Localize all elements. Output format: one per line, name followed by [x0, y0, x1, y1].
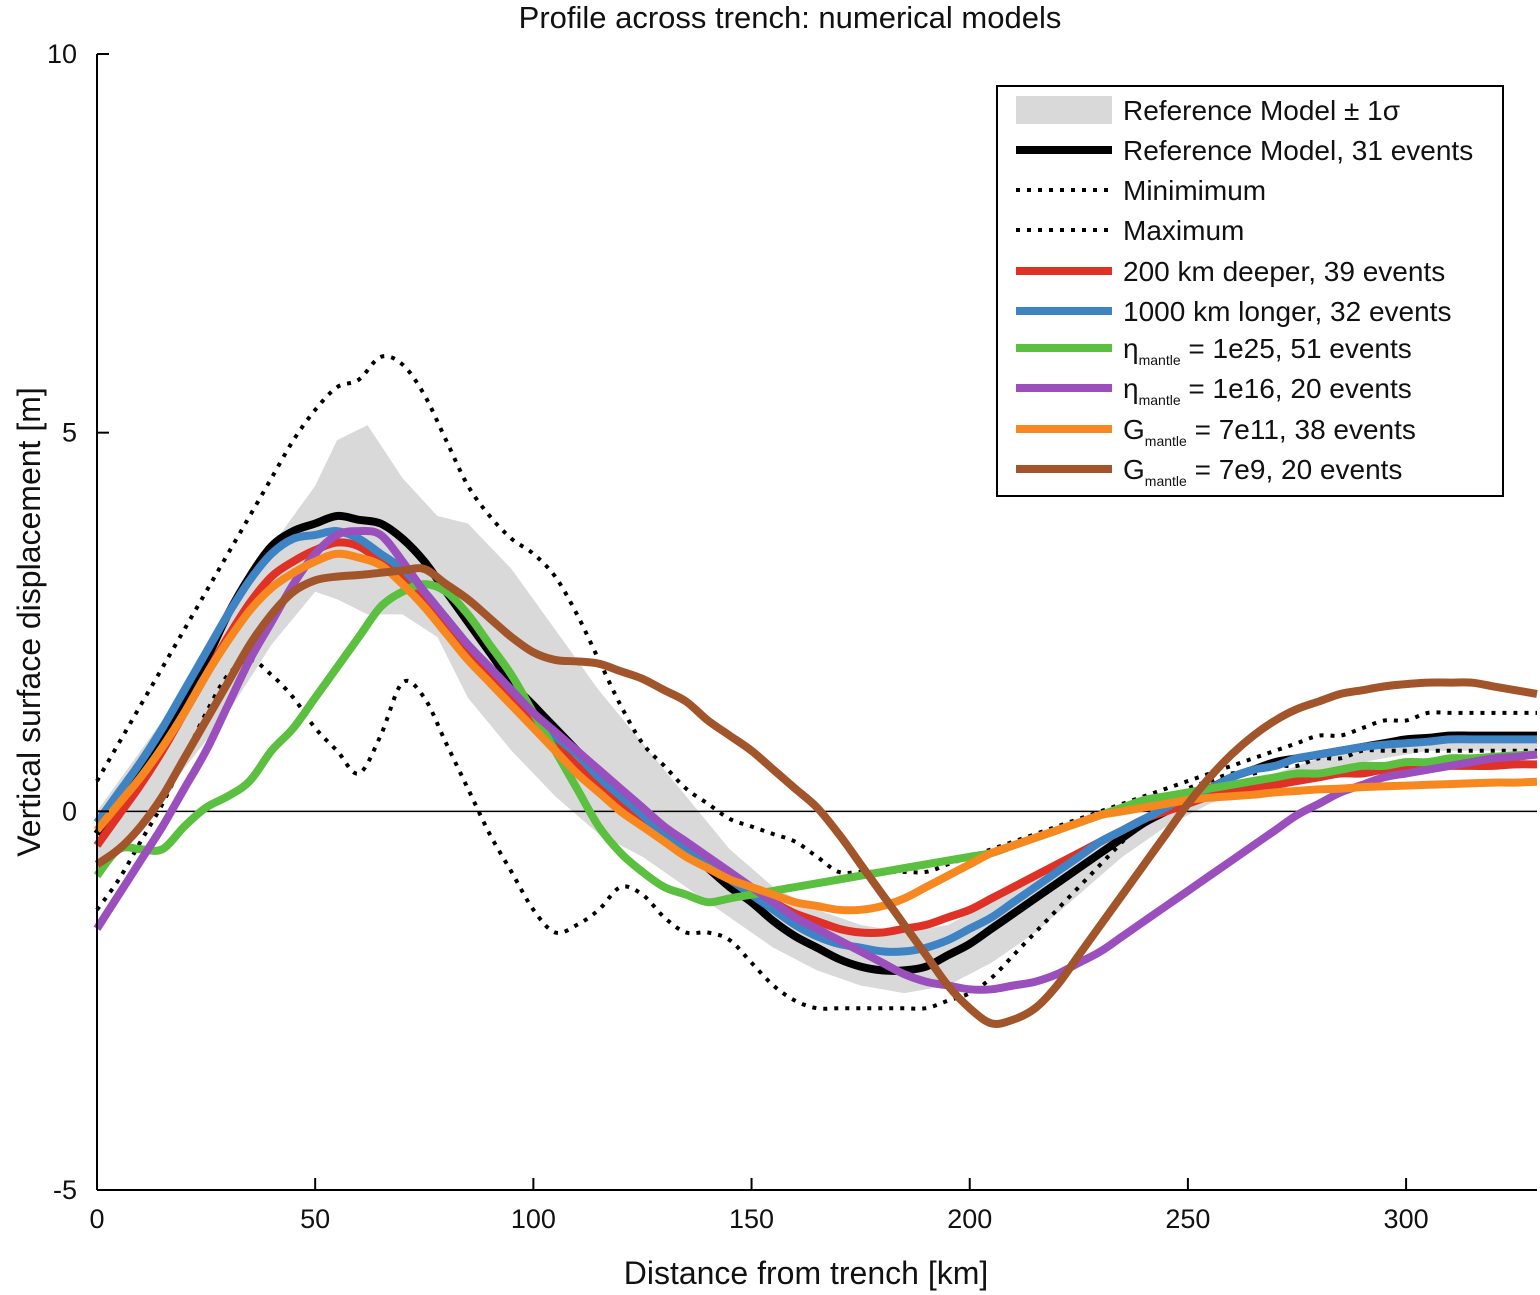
x-ticks: 0 50 100 150 200 250 300: [89, 1178, 1429, 1234]
x-axis-label: Distance from trench [km]: [624, 1255, 989, 1291]
legend-label: Maximum: [1123, 215, 1244, 246]
legend-item-max: Maximum: [1016, 215, 1244, 246]
legend-item-deeper: 200 km deeper, 39 events: [1016, 256, 1445, 287]
y-tick-label: 0: [62, 796, 77, 826]
y-axis: -5 0 5 10: [47, 39, 109, 1205]
legend-item-g11: Gmantle = 7e11, 38 events: [1016, 414, 1416, 449]
y-tick-label: -5: [53, 1175, 77, 1205]
legend-item-ref: Reference Model, 31 events: [1016, 135, 1473, 166]
series-layer: [93, 354, 1538, 1028]
legend-items: Reference Model ± 1σ Reference Model, 31 …: [1016, 95, 1473, 489]
legend-item-eta16: ηmantle = 1e16, 20 events: [1016, 373, 1412, 408]
x-axis: 0 50 100 150 200 250 300: [89, 1178, 1537, 1234]
x-tick-label: 150: [729, 1204, 774, 1234]
legend-label: 200 km deeper, 39 events: [1123, 256, 1445, 287]
legend-item-g9: Gmantle = 7e9, 20 events: [1016, 454, 1402, 489]
legend-label: Reference Model ± 1σ: [1123, 95, 1400, 126]
x-tick-label: 100: [511, 1204, 556, 1234]
legend-item-eta25: ηmantle = 1e25, 51 events: [1016, 333, 1412, 368]
reference-band: [97, 425, 1537, 994]
legend-swatch-band: [1016, 96, 1112, 124]
legend-label: Reference Model, 31 events: [1123, 135, 1473, 166]
legend-item-band: Reference Model ± 1σ: [1016, 95, 1400, 126]
series-line-g-mantle-7e9-20-events: [94, 564, 1538, 1028]
legend-label: Gmantle = 7e11, 38 events: [1123, 414, 1416, 449]
legend-label: Minimimum: [1123, 175, 1266, 206]
x-tick-label: 0: [89, 1204, 104, 1234]
y-ticks: -5 0 5 10: [47, 39, 109, 1205]
series-line-200-km-deeper-39-events: [93, 538, 1538, 937]
y-tick-label: 5: [62, 418, 77, 448]
series-line-mantle-1e16-20-events: [93, 526, 1538, 994]
legend-label: Gmantle = 7e9, 20 events: [1123, 454, 1402, 489]
plot-area: [93, 354, 1538, 1028]
x-tick-label: 300: [1384, 1204, 1429, 1234]
chart-title: Profile across trench: numerical models: [519, 0, 1062, 35]
x-tick-label: 250: [1165, 1204, 1210, 1234]
y-axis-label: Vertical surface displacement [m]: [11, 387, 47, 857]
legend-label: ηmantle = 1e25, 51 events: [1123, 333, 1412, 368]
legend-label: 1000 km longer, 32 events: [1123, 296, 1451, 327]
x-tick-label: 50: [300, 1204, 330, 1234]
x-tick-label: 200: [947, 1204, 992, 1234]
legend-label: ηmantle = 1e16, 20 events: [1123, 373, 1412, 408]
series-line-mantle-1e25-51-events: [93, 580, 1538, 907]
legend-item-min: Minimimum: [1016, 175, 1266, 206]
series-line-minimimum: [95, 657, 1537, 1011]
legend-item-longer: 1000 km longer, 32 events: [1016, 296, 1451, 327]
series-line-g-mantle-7e11-38-events: [93, 549, 1538, 915]
legend: Reference Model ± 1σ Reference Model, 31 …: [996, 85, 1504, 497]
series-line-maximum: [95, 354, 1537, 875]
y-tick-label: 10: [47, 39, 77, 69]
